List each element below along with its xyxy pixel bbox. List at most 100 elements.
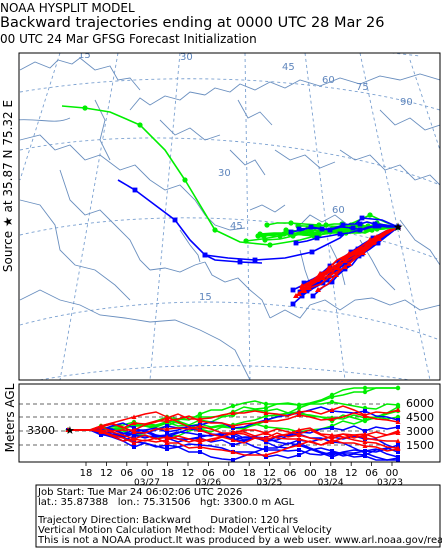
vertical-trajectory-marker: [131, 436, 137, 441]
trajectory-marker: [327, 227, 333, 233]
vertical-trajectory-marker: [230, 410, 236, 415]
trajectory-marker: [293, 240, 299, 246]
grid-label: 60: [332, 205, 345, 216]
trajectory-marker: [310, 293, 316, 299]
lat-lon-grid: [19, 53, 440, 380]
vertical-trajectory-marker: [296, 431, 302, 436]
grid-labels: 15 30 45 60 75 90 30 45 60 15: [78, 53, 413, 303]
trajectory-marker: [329, 279, 335, 285]
trajectory-marker: [212, 227, 218, 233]
info-box: [35, 484, 441, 548]
vertical-trajectory-marker: [362, 432, 368, 437]
trajectory-marker: [374, 234, 380, 239]
trajectory-marker: [395, 224, 401, 230]
trajectory-marker: [337, 231, 343, 237]
vertical-trajectory-marker: [164, 434, 170, 439]
trajectory-marker: [323, 222, 329, 228]
grid-label: 45: [282, 62, 295, 73]
trajectory-marker: [350, 225, 356, 231]
vertical-trajectory-marker: [396, 443, 400, 447]
trajectory-marker: [172, 217, 178, 223]
vertical-trajectory-marker: [296, 427, 302, 432]
vertical-trajectory-marker: [230, 403, 236, 409]
vertical-trajectory-marker: [264, 448, 268, 452]
trajectory-marker: [320, 275, 326, 280]
trajectory-lines: [61, 105, 401, 307]
vertical-trajectory-marker: [197, 444, 203, 449]
trajectory-marker: [290, 287, 296, 293]
hour-label: 00: [304, 468, 317, 479]
vertical-method-text: Vertical Motion Calculation Method: Mode…: [38, 525, 332, 536]
trajectory-marker: [315, 287, 321, 292]
hour-label: 12: [100, 468, 113, 479]
trajectory-marker: [237, 259, 243, 265]
vertical-trajectory-marker: [231, 443, 235, 447]
run-title: Backward trajectories ending at 0000 UTC…: [0, 15, 385, 31]
vertical-trajectory-marker: [198, 450, 202, 454]
vertical-trajectory-marker: [395, 404, 401, 410]
vertical-trajectory-lines: [65, 385, 401, 462]
grid-label: 75: [356, 82, 369, 93]
trajectory-marker: [132, 187, 138, 193]
trajectory-marker: [372, 223, 378, 229]
hour-label: 12: [345, 468, 358, 479]
trajectory-marker: [262, 237, 268, 243]
vertical-trajectory-marker: [296, 436, 302, 441]
trajectory-marker: [314, 235, 320, 241]
model-title: NOAA HYSPLIT MODEL: [0, 1, 135, 15]
trajectory-marker: [293, 293, 299, 298]
disclaimer-text: This is not a NOAA product.It was produc…: [38, 535, 442, 546]
vertical-trajectory-marker: [396, 450, 400, 454]
trajectory-marker: [283, 227, 289, 233]
hour-label: 00: [141, 468, 154, 479]
height-tick-label: 1500: [406, 439, 434, 452]
vertical-trajectory-marker: [362, 439, 368, 444]
vertical-trajectory-marker: [231, 458, 235, 462]
trajectory-marker: [309, 230, 315, 236]
trajectory-marker: [296, 226, 302, 232]
grid-label: 30: [218, 168, 231, 179]
hour-label: 18: [161, 468, 174, 479]
vertical-trajectory-marker: [164, 440, 170, 445]
vertical-trajectory-marker: [131, 427, 137, 432]
source-star-icon: ★: [393, 220, 404, 234]
job-start-text: Job Start: Tue Mar 24 06:02:06 UTC 2026: [38, 487, 243, 498]
vertical-trajectory-marker: [362, 413, 368, 418]
grid-label: 15: [199, 292, 212, 303]
vertical-trajectory-marker: [197, 418, 203, 423]
trajectory-line: [295, 226, 399, 297]
vertical-trajectory-marker: [165, 430, 169, 434]
vertical-trajectory-marker: [395, 419, 401, 424]
map-frame: [18, 52, 441, 381]
vertical-trajectory-marker: [230, 429, 236, 434]
hour-label: 06: [284, 468, 297, 479]
height-tick-label: 3000: [406, 425, 434, 438]
trajectory-line: [204, 254, 263, 264]
hour-label: 18: [324, 468, 337, 479]
trajectory-marker: [202, 252, 208, 258]
trajectory-marker: [367, 237, 373, 242]
vertical-trajectory-marker: [330, 450, 334, 454]
trajectory-marker: [288, 229, 294, 235]
vertical-trajectory-marker: [263, 418, 269, 423]
trajectory-marker: [308, 279, 314, 284]
vertical-trajectory-marker: [296, 409, 302, 414]
vertical-trajectory-marker: [98, 423, 104, 428]
grid-label: 90: [400, 97, 413, 108]
vertical-source-star-icon: ★: [65, 424, 75, 437]
hour-label: 12: [263, 468, 276, 479]
date-label: 03/23: [377, 478, 403, 488]
trajectory-marker: [264, 222, 270, 228]
vertical-trajectory-marker: [329, 436, 335, 441]
trajectory-marker: [288, 220, 294, 226]
vertical-trajectory-marker: [197, 436, 203, 441]
vertical-trajectory-marker: [230, 437, 236, 442]
trajectory-direction-text: Trajectory Direction: Backward Duration:…: [38, 515, 299, 526]
vertical-trajectory-marker: [197, 439, 203, 444]
vertical-trajectory-marker: [164, 437, 170, 442]
vertical-trajectory-marker: [363, 453, 367, 457]
vertical-trajectory-marker: [164, 418, 170, 423]
vertical-trajectory-marker: [297, 448, 301, 452]
trajectory-marker: [333, 272, 339, 277]
vertical-trajectory-marker: [362, 389, 368, 395]
